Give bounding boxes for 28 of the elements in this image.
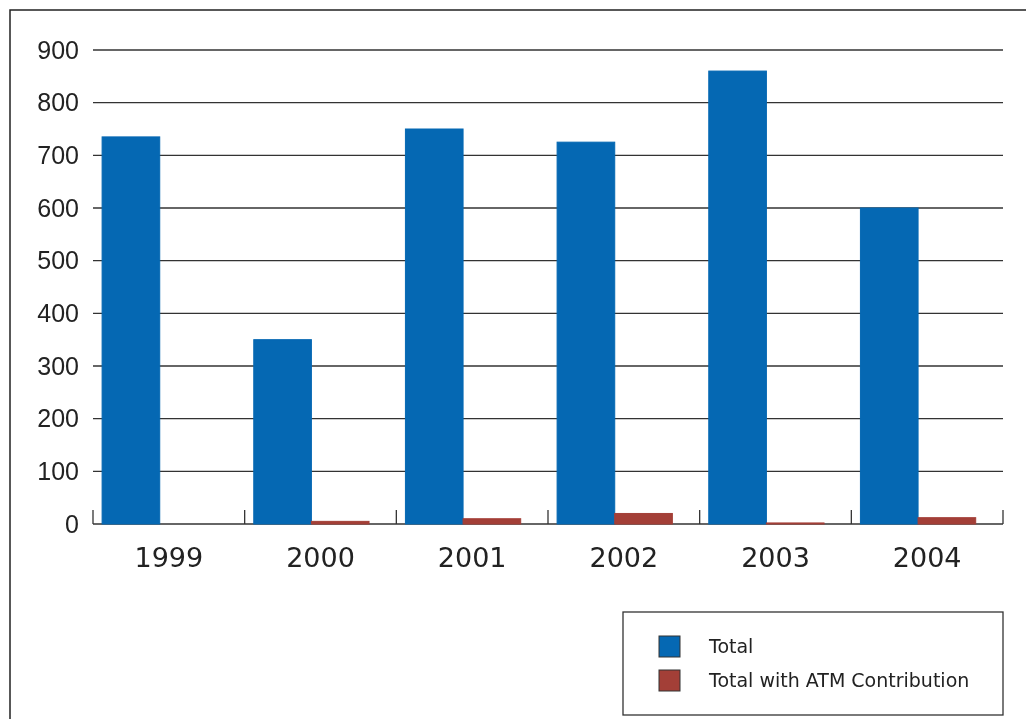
bar (253, 339, 312, 525)
y-tick-label: 600 (37, 193, 79, 222)
x-tick-label: 1999 (134, 542, 204, 573)
bar (917, 517, 977, 525)
legend-label: Total with ATM Contribution (708, 669, 970, 691)
x-tick-label: 2000 (286, 542, 355, 573)
x-tick-label: 2004 (892, 542, 962, 573)
y-tick-label: 800 (37, 88, 79, 117)
y-tick-label: 400 (37, 298, 79, 327)
bar (462, 518, 522, 525)
bar (556, 141, 616, 525)
y-tick-label: 700 (37, 140, 79, 169)
y-tick-label: 200 (37, 404, 79, 433)
y-tick-label: 100 (37, 456, 79, 485)
bar (859, 207, 919, 525)
bar (310, 520, 370, 525)
bar (101, 136, 161, 525)
x-tick-label: 2002 (589, 542, 659, 573)
bar (614, 512, 673, 525)
x-tick-label: 2001 (437, 542, 507, 573)
y-tick-label: 500 (37, 246, 79, 275)
bar (404, 128, 464, 525)
y-tick-label: 0 (65, 509, 79, 538)
y-tick-label: 300 (37, 351, 79, 380)
legend-label: Total (708, 635, 754, 657)
x-tick-label: 2003 (741, 542, 810, 573)
bar (708, 70, 767, 525)
y-tick-label: 900 (37, 35, 79, 64)
